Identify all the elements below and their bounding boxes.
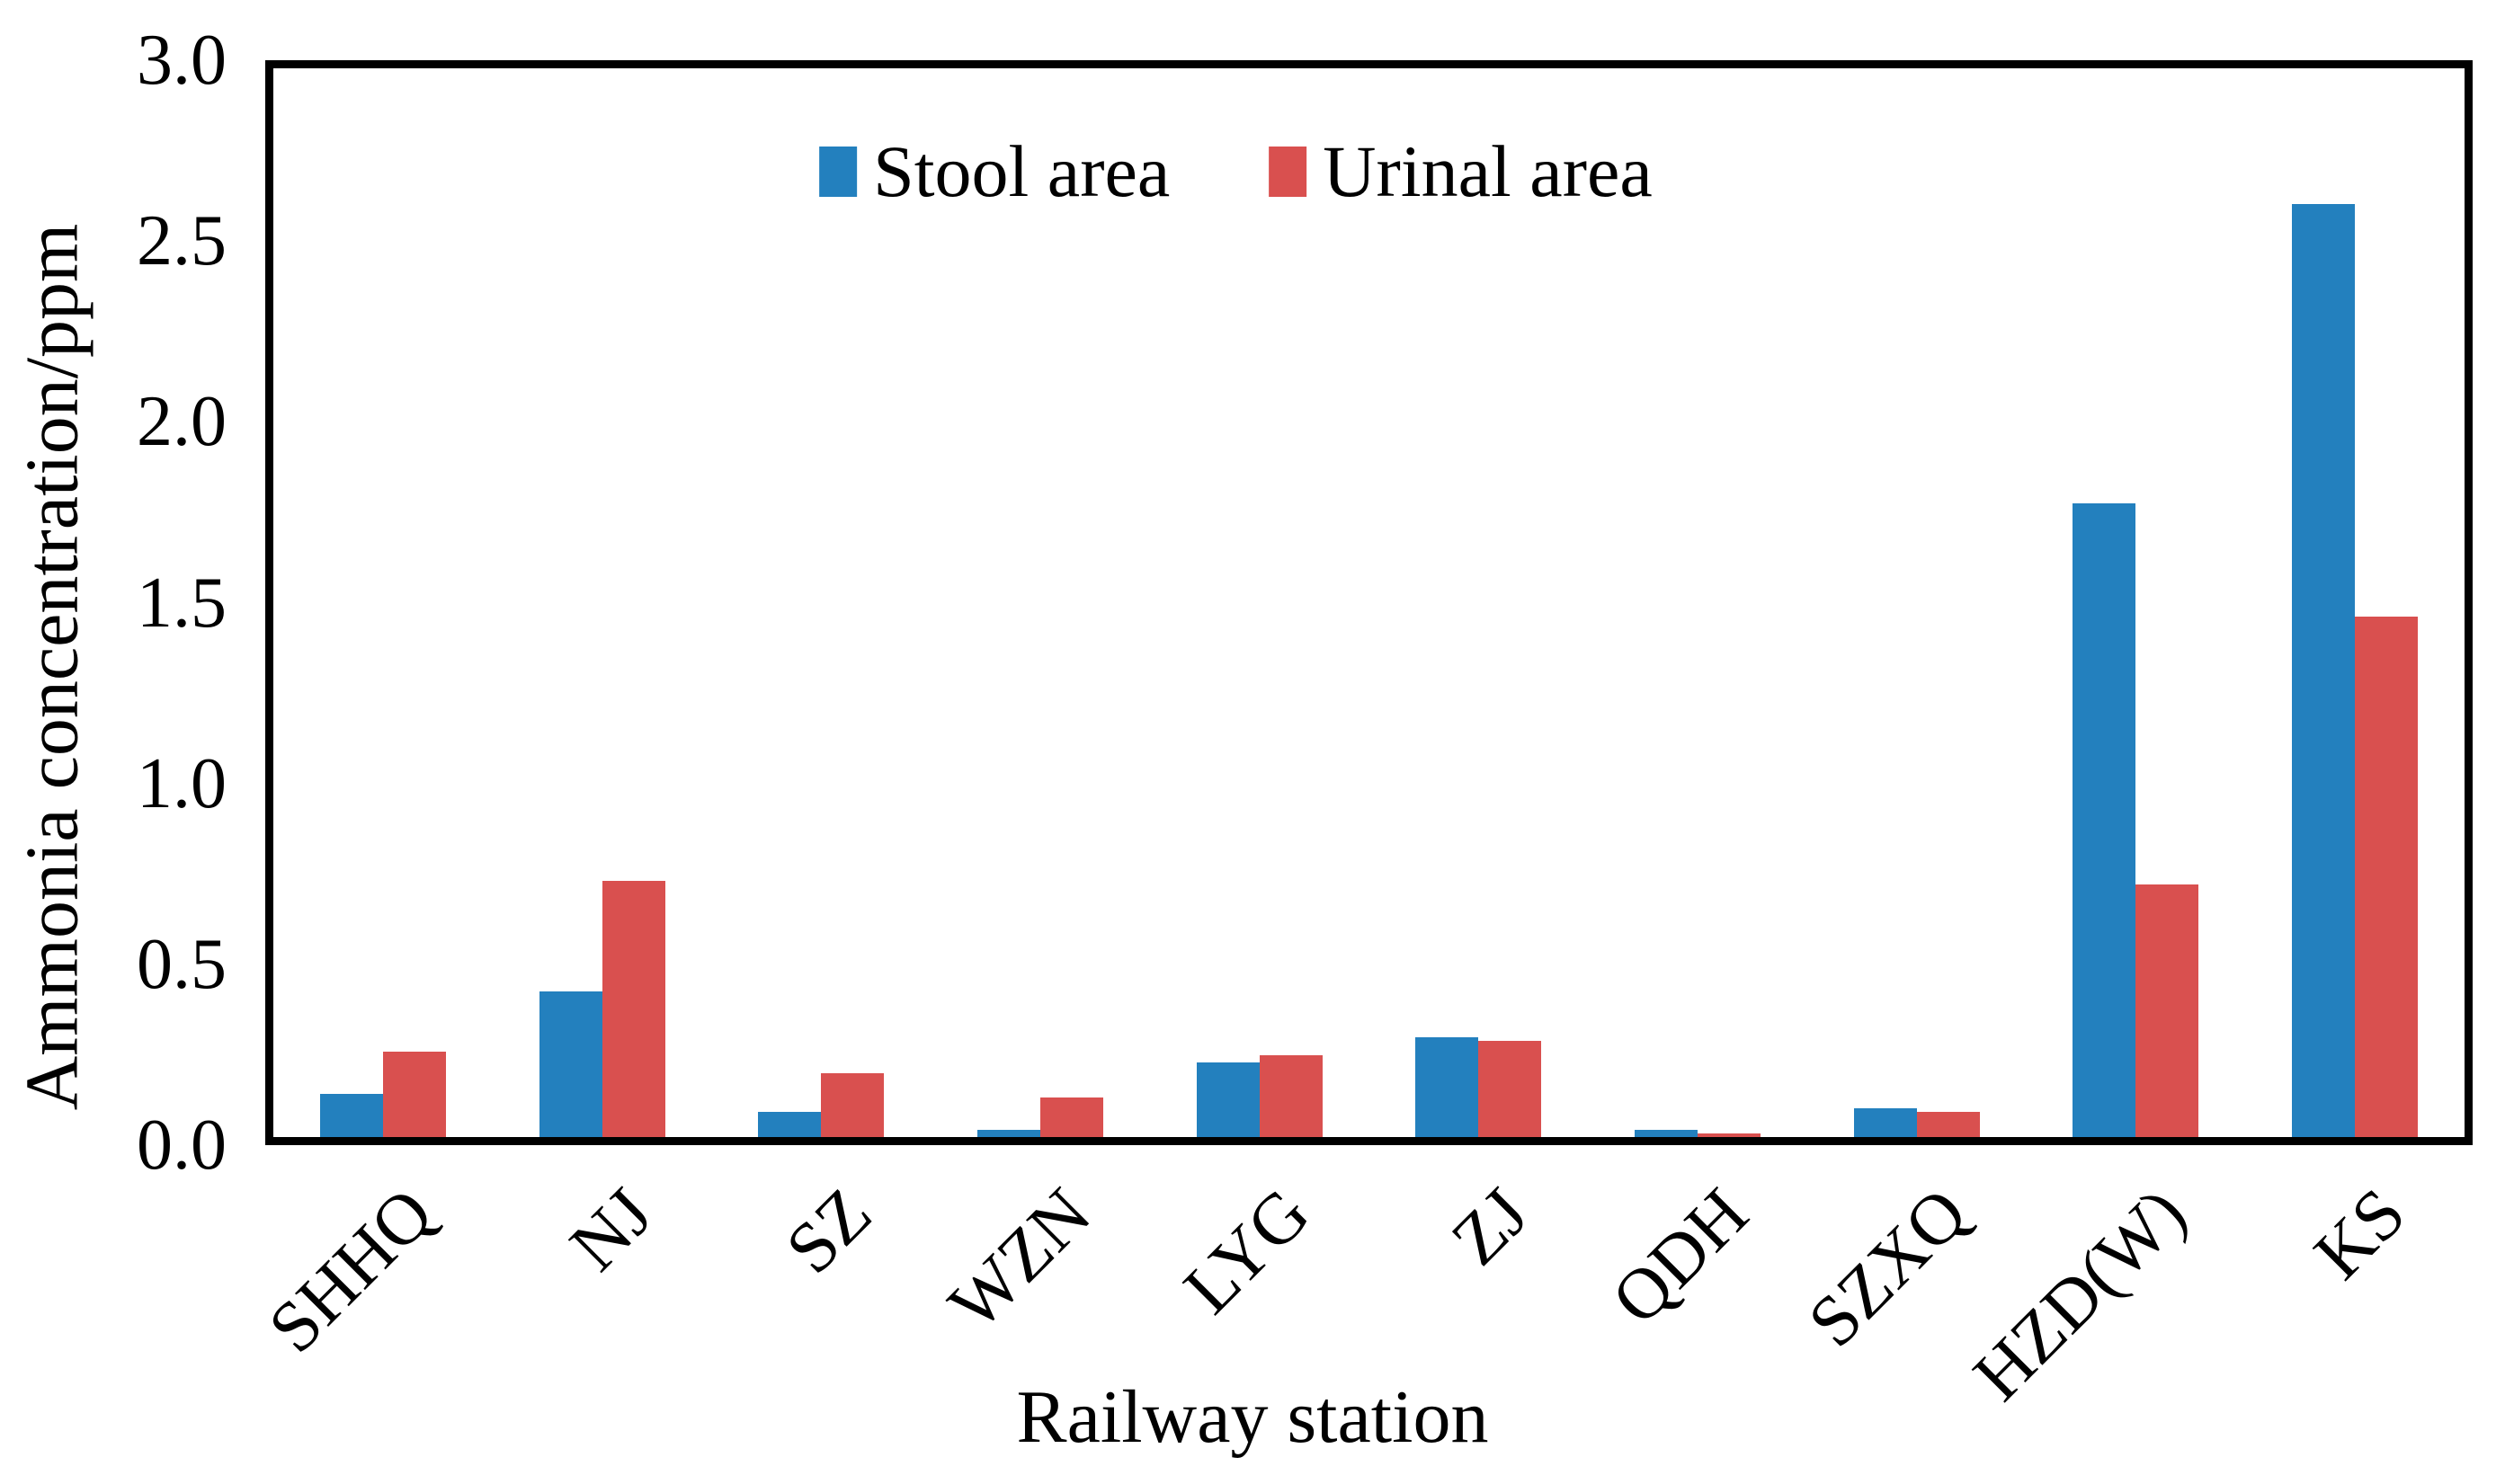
legend: Stool area Urinal area: [819, 133, 1653, 210]
bar-urinal-area-zj: [1478, 1041, 1542, 1137]
bar-stool-area-zj: [1415, 1037, 1479, 1137]
legend-label: Stool area: [873, 130, 1171, 212]
y-tick-label: 3.0: [137, 21, 227, 100]
bar-urinal-area-qdh: [1698, 1133, 1761, 1137]
bar-urinal-area-lyg: [1259, 1055, 1323, 1137]
y-tick-label: 1.0: [137, 743, 227, 823]
legend-swatch-icon: [1269, 147, 1307, 197]
bar-stool-area-qdh: [1635, 1130, 1698, 1137]
x-axis-title: Railway station: [1016, 1375, 1489, 1459]
bar-stool-area-wzn: [976, 1130, 1040, 1137]
bar-stool-area-szxq: [1853, 1108, 1917, 1137]
bar-urinal-area-shhq: [382, 1052, 446, 1137]
y-tick-label: 2.5: [137, 201, 227, 281]
bar-stool-area-shhq: [319, 1094, 383, 1137]
x-tick-label: SZXQ: [1793, 1173, 1983, 1363]
legend-item-stool-area: Stool area: [819, 133, 1170, 210]
x-tick-label: SZ: [771, 1173, 887, 1289]
bar-urinal-area-hzd(w): [2135, 884, 2199, 1137]
x-tick-label: LYG: [1169, 1173, 1325, 1329]
bar-stool-area-hzd(w): [2073, 503, 2136, 1137]
y-tick-label: 2.0: [137, 382, 227, 462]
bar-urinal-area-szxq: [1916, 1112, 1980, 1137]
y-tick-label: 0.5: [137, 924, 227, 1004]
x-tick-label: QDH: [1597, 1173, 1763, 1340]
legend-label: Urinal area: [1323, 130, 1653, 212]
bar-urinal-area-ks: [2355, 617, 2419, 1137]
x-tick-label: SHHQ: [254, 1173, 449, 1368]
y-axis-tick-labels: 0.0 0.5 1.0 1.5 2.0 2.5 3.0: [0, 22, 227, 1183]
y-tick-label: 1.5: [137, 563, 227, 643]
bar-urinal-area-wzn: [1039, 1097, 1103, 1137]
x-tick-label: WZN: [933, 1173, 1106, 1346]
bar-urinal-area-nj: [602, 881, 665, 1137]
legend-swatch-icon: [819, 147, 858, 197]
bar-stool-area-lyg: [1196, 1062, 1260, 1137]
legend-item-urinal-area: Urinal area: [1269, 130, 1653, 212]
x-tick-label: HZD(W): [1958, 1173, 2202, 1417]
x-tick-label: KS: [2299, 1173, 2420, 1295]
y-tick-label: 0.0: [137, 1106, 227, 1185]
bar-stool-area-ks: [2292, 204, 2356, 1137]
plot-area: [265, 60, 2473, 1145]
bar-urinal-area-sz: [821, 1073, 885, 1137]
bar-stool-area-nj: [539, 991, 602, 1137]
x-tick-label: ZJ: [1437, 1173, 1545, 1281]
x-tick-label: NJ: [555, 1173, 668, 1286]
bar-stool-area-sz: [758, 1112, 822, 1137]
